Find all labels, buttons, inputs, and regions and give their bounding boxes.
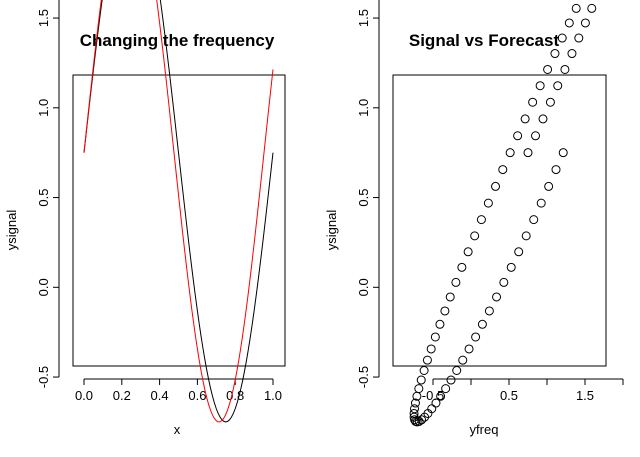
right-x-tick-label: -0.5 xyxy=(422,388,444,403)
right-x-axis-label: yfreq xyxy=(470,422,499,437)
scatter-point xyxy=(545,97,555,107)
scatter-point xyxy=(558,148,568,158)
left-plot-area: 0.00.20.40.60.81.0-0.50.00.51.01.52.0 xyxy=(36,0,286,423)
scatter-point xyxy=(422,355,432,365)
left-x-tick-label: 0.4 xyxy=(151,388,169,403)
scatter-point xyxy=(564,18,574,28)
left-x-tick-label: 0.2 xyxy=(113,388,131,403)
scatter-point xyxy=(477,319,487,329)
scatter-point xyxy=(446,375,456,385)
scatter-point xyxy=(531,131,541,141)
scatter-point xyxy=(483,198,493,208)
right-plot-area: -0.50.51.5-0.50.00.51.01.52.0 xyxy=(356,0,624,427)
scatter-point xyxy=(567,49,577,59)
right-chart-title: Signal vs Forecast xyxy=(409,31,560,50)
right-y-tick-label: 0.0 xyxy=(356,278,371,296)
scatter-point xyxy=(436,391,446,401)
scatter-point xyxy=(426,344,436,354)
scatter-point xyxy=(464,344,474,354)
right-plot-frame xyxy=(392,74,607,367)
left-x-tick-label: 1.0 xyxy=(264,388,282,403)
left-y-axis-label: ysignal xyxy=(4,210,19,251)
scatter-point xyxy=(431,398,441,408)
left-chart-title: Changing the frequency xyxy=(80,31,275,50)
scatter-point xyxy=(412,391,422,401)
scatter-point xyxy=(416,375,426,385)
scatter-point xyxy=(463,247,473,257)
left-x-tick-label: 0.8 xyxy=(226,388,244,403)
right-y-axis-label: ysignal xyxy=(324,210,339,251)
scatter-point xyxy=(538,114,548,124)
scatter-point xyxy=(528,97,538,107)
scatter-point xyxy=(435,319,445,329)
left-x-tick-label: 0.0 xyxy=(75,388,93,403)
series-line-yfreq xyxy=(83,0,274,423)
scatter-point xyxy=(476,215,486,225)
scatter-point xyxy=(571,3,581,13)
scatter-point xyxy=(514,247,524,257)
scatter-point xyxy=(430,332,440,342)
scatter-point xyxy=(441,384,451,394)
scatter-point xyxy=(535,81,545,91)
scatter-point xyxy=(560,64,570,74)
scatter-point xyxy=(470,231,480,241)
left-plot-frame xyxy=(72,74,286,367)
scatter-point xyxy=(499,277,509,287)
scatter-point xyxy=(529,215,539,225)
scatter-point xyxy=(491,181,501,191)
scatter-point xyxy=(410,415,420,425)
scatter-point xyxy=(452,366,462,375)
scatter-point xyxy=(513,131,523,141)
left-y-tick-label: 1.5 xyxy=(36,9,51,27)
scatter-point xyxy=(523,148,533,158)
scatter-point xyxy=(574,33,584,43)
left-chart-panel: Changing the frequency x ysignal 0.0 0.2 0… xyxy=(4,0,286,437)
scatter-point xyxy=(553,81,563,91)
scatter-point xyxy=(419,366,429,375)
scatter-point xyxy=(543,64,553,74)
left-x-tick-label: 0.6 xyxy=(188,388,206,403)
scatter-point xyxy=(498,165,508,175)
scatter-point xyxy=(505,148,515,158)
left-x-axis-label: x xyxy=(174,422,181,437)
scatter-point xyxy=(410,398,420,408)
right-y-tick-label: 0.5 xyxy=(356,189,371,207)
right-x-tick-label: 0.5 xyxy=(500,388,518,403)
right-y-tick-label: 1.5 xyxy=(356,9,371,27)
left-y-tick-label: 0.5 xyxy=(36,189,51,207)
scatter-point xyxy=(557,33,567,43)
scatter-point xyxy=(520,114,530,124)
scatter-point xyxy=(457,262,467,272)
scatter-point xyxy=(551,165,561,175)
right-x-tick-label: 1.5 xyxy=(576,388,594,403)
left-y-tick-label: 0.0 xyxy=(36,278,51,296)
scatter-point xyxy=(521,231,531,241)
scatter-point xyxy=(445,292,455,302)
scatter-point xyxy=(427,404,437,414)
scatter-point xyxy=(544,181,554,191)
scatter-point xyxy=(440,306,450,316)
scatter-point xyxy=(458,355,468,365)
scatter-point xyxy=(580,18,590,28)
scatter-point xyxy=(506,262,516,272)
scatter-point xyxy=(587,3,597,13)
right-y-tick-label: 1.0 xyxy=(356,99,371,117)
left-y-tick-label: -0.5 xyxy=(36,366,51,388)
right-y-tick-label: -0.5 xyxy=(356,366,371,388)
scatter-point xyxy=(550,49,560,59)
right-chart-panel: Signal vs Forecast yfreq ysignal -0.5 0.5… xyxy=(324,0,624,437)
scatter-point xyxy=(536,198,546,208)
scatter-point xyxy=(471,332,481,342)
scatter-point xyxy=(451,277,461,287)
scatter-point xyxy=(484,306,494,316)
series-line-ysignal xyxy=(83,0,274,423)
left-y-tick-label: 1.0 xyxy=(36,99,51,117)
scatter-point xyxy=(417,415,427,425)
scatter-point xyxy=(492,292,502,302)
